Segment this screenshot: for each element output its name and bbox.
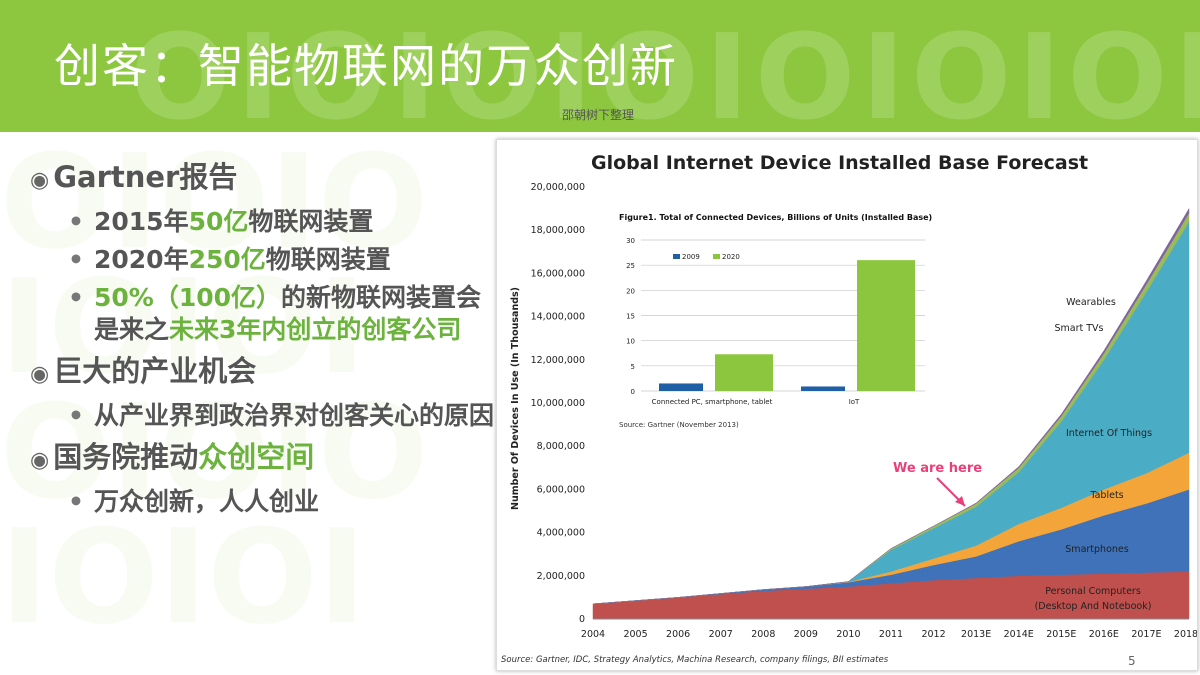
bullet-text: 2020年 — [94, 245, 189, 274]
bullet-text: 万众创新，人人创业 — [94, 487, 320, 516]
inset-y-tick-label: 0 — [631, 388, 635, 396]
dot-icon: • — [68, 283, 84, 312]
series-label: Internet Of Things — [1066, 428, 1152, 439]
y-tick-label: 16,000,000 — [531, 268, 585, 279]
bullet-text: 的新物联网装置会是来之 — [94, 283, 482, 344]
inset-y-tick-label: 5 — [631, 363, 635, 371]
inset-x-tick-label: IoT — [849, 398, 860, 406]
annotation-arrowhead — [955, 496, 965, 506]
dot-icon: • — [68, 245, 84, 274]
x-tick-label: 2011 — [879, 629, 903, 640]
forecast-chart: Global Internet Device Installed Base Fo… — [501, 152, 1200, 665]
bullet-highlight: 250亿 — [188, 245, 266, 274]
x-tick-label: 2012 — [921, 629, 945, 640]
y-tick-label: 8,000,000 — [537, 441, 585, 452]
y-tick-label: 20,000,000 — [531, 182, 585, 193]
x-tick-label: 2013E — [961, 629, 991, 640]
inset-y-tick-label: 20 — [626, 287, 635, 295]
background-decoration: OIOIO IOIOI OIOIO IOIOI — [0, 140, 429, 653]
bullet-marker-icon: ◉ — [30, 448, 50, 473]
chart-title: Global Internet Device Installed Base Fo… — [591, 152, 1088, 174]
x-tick-label: 2005 — [623, 629, 647, 640]
x-tick-label: 2007 — [709, 629, 733, 640]
inset-legend-swatch — [713, 254, 720, 259]
chart-source: Source: Gartner, IDC, Strategy Analytics… — [501, 655, 889, 665]
bullet-text: 巨大的产业机会 — [53, 354, 257, 388]
bullet-highlight: 50亿 — [188, 207, 249, 236]
x-tick-label: 2009 — [794, 629, 818, 640]
binary-decoration: OIOIOIOIOIOIOI — [130, 8, 1200, 132]
x-tick-label: 2006 — [666, 629, 690, 640]
bullet-gartner: ◉ Gartner报告 — [30, 158, 500, 200]
x-tick-label: 2014E — [1004, 629, 1034, 640]
series-label: Smart TVs — [1054, 323, 1103, 334]
x-tick-label: 2018E — [1174, 629, 1197, 640]
bullet-text: 2015年 — [94, 207, 189, 236]
y-tick-label: 14,000,000 — [531, 312, 585, 323]
bullet-opportunity: ◉ 巨大的产业机会 — [30, 352, 500, 394]
inset-legend-label: 2020 — [722, 253, 740, 261]
x-tick-label: 2008 — [751, 629, 775, 640]
sub-bullet-50-percent: • 50%（100亿）的新物联网装置会是来之未来3年内创立的创客公司 — [64, 282, 500, 346]
y-tick-label: 2,000,000 — [537, 571, 585, 582]
y-tick-label: 4,000,000 — [537, 528, 585, 539]
bullet-highlight: 50%（100亿） — [94, 283, 282, 312]
y-axis-label: Number Of Devices In Use (In Thousands) — [510, 287, 521, 510]
bullet-text: Gartner报告 — [53, 160, 238, 194]
y-tick-label: 18,000,000 — [531, 225, 585, 236]
x-tick-label: 2016E — [1089, 629, 1119, 640]
chart-container: Global Internet Device Installed Base Fo… — [496, 139, 1200, 671]
page-number: 5 — [1128, 654, 1136, 668]
bullet-text: 物联网装置 — [248, 207, 374, 236]
inset-legend-swatch — [673, 254, 680, 259]
x-tick-label: 2017E — [1131, 629, 1161, 640]
y-tick-label: 6,000,000 — [537, 484, 585, 495]
inset-bar — [715, 354, 773, 391]
inset-bar — [857, 260, 915, 391]
y-tick-label: 10,000,000 — [531, 398, 585, 409]
bullet-highlight: 众创空间 — [198, 440, 315, 474]
slide-header: OIOIOIOIOIOIOI — [0, 0, 1200, 132]
dot-icon: • — [68, 487, 84, 516]
y-tick-label: 12,000,000 — [531, 355, 585, 366]
series-label: Tablets — [1089, 490, 1123, 501]
bullet-text: 物联网装置 — [265, 245, 391, 274]
bullet-list: ◉ Gartner报告 • 2015年50亿物联网装置 • 2020年250亿物联网装… — [30, 158, 500, 524]
inset-chart-title: Figure1. Total of Connected Devices, Bil… — [619, 213, 932, 222]
bullet-state-council: ◉ 国务院推动众创空间 — [30, 438, 500, 480]
bullet-text: 从产业界到政治界对创客关心的原因 — [94, 401, 495, 430]
sub-bullet-2020: • 2020年250亿物联网装置 — [64, 244, 500, 276]
dot-icon: • — [68, 401, 84, 430]
inset-y-tick-label: 15 — [626, 313, 635, 321]
inset-source: Source: Gartner (November 2013) — [619, 421, 739, 429]
sub-bullet-innovation: • 万众创新，人人创业 — [64, 486, 500, 518]
we-are-here-annotation: We are here — [893, 461, 982, 476]
inset-y-tick-label: 10 — [626, 338, 635, 346]
slide-subtitle: 邵朝树下整理 — [562, 108, 635, 122]
series-label: (Desktop And Notebook) — [1035, 601, 1152, 612]
y-tick-label: 0 — [579, 614, 585, 625]
bullet-text: 国务院推动 — [53, 440, 199, 474]
series-label: Personal Computers — [1045, 586, 1141, 597]
dot-icon: • — [68, 207, 84, 236]
area-series-5 — [592, 207, 1190, 605]
sub-bullet-2015: • 2015年50亿物联网装置 — [64, 206, 500, 238]
inset-legend-label: 2009 — [682, 253, 700, 261]
series-label: Wearables — [1066, 297, 1116, 308]
bullet-highlight: 未来3年内创立的创客公司 — [169, 315, 462, 344]
bullet-marker-icon: ◉ — [30, 168, 50, 193]
sub-bullet-concern: • 从产业界到政治界对创客关心的原因 — [64, 400, 500, 432]
series-label: Smartphones — [1065, 544, 1128, 555]
inset-y-tick-label: 25 — [626, 262, 635, 270]
inset-bar — [801, 386, 845, 391]
x-tick-label: 2004 — [581, 629, 605, 640]
inset-x-tick-label: Connected PC, smartphone, tablet — [652, 398, 773, 406]
x-tick-label: 2010 — [836, 629, 860, 640]
slide-title: 创客：智能物联网的万众创新 — [54, 39, 678, 93]
bullet-marker-icon: ◉ — [30, 362, 50, 387]
inset-y-tick-label: 30 — [626, 237, 635, 245]
inset-bar — [659, 383, 703, 391]
x-tick-label: 2015E — [1046, 629, 1076, 640]
